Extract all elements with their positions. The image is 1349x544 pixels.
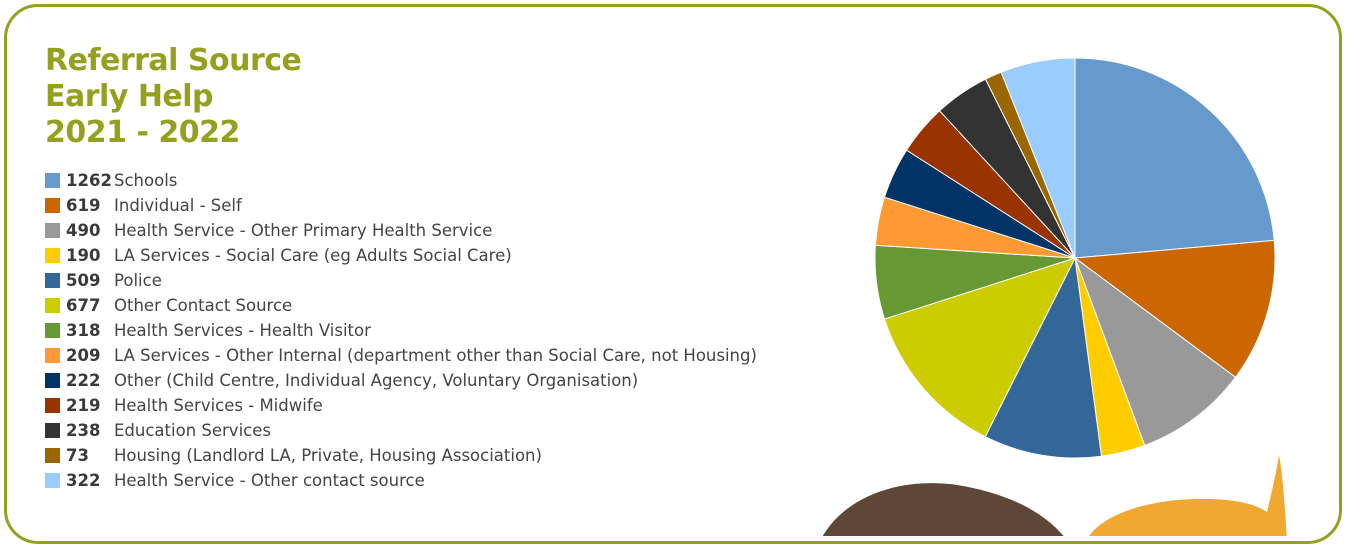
legend-label: Health Service - Other contact source: [114, 471, 425, 490]
legend-swatch: [45, 348, 60, 363]
legend-label: Health Services - Midwife: [114, 396, 323, 415]
legend-item: 318 Health Services - Health Visitor: [45, 318, 757, 343]
pie-slice-2: [1073, 239, 1276, 378]
legend-label: Health Services - Health Visitor: [114, 321, 371, 340]
legend-swatch: [45, 298, 60, 313]
legend-item: 1262 Schools: [45, 168, 757, 193]
legend-swatch: [45, 448, 60, 463]
legend-label: LA Services - Social Care (eg Adults Soc…: [114, 246, 512, 265]
legend-label: Schools: [114, 171, 178, 190]
pie-chart: [874, 57, 1276, 459]
legend-value: 190: [66, 246, 101, 265]
legend-value: 222: [66, 371, 101, 390]
legend-swatch: [45, 473, 60, 488]
legend-item: 322 Health Service - Other contact source: [45, 468, 757, 493]
legend-swatch: [45, 323, 60, 338]
title-line-3: 2021 - 2022: [45, 115, 240, 150]
legend-item: 509 Police: [45, 268, 757, 293]
legend-item: 222 Other (Child Centre, Individual Agenc…: [45, 368, 757, 393]
legend-item: 619 Individual - Self: [45, 193, 757, 218]
legend-swatch: [45, 198, 60, 213]
legend-value: 219: [66, 396, 101, 415]
orange-speech-bubble-icon: [1089, 455, 1287, 536]
legend-value: 619: [66, 196, 101, 215]
legend-item: 677 Other Contact Source: [45, 293, 757, 318]
pie-slice-1: [1074, 57, 1275, 259]
legend: 1262 Schools 619 Individual - Self 490 Health…: [45, 168, 757, 493]
legend-item: 73 Housing (Landlord LA, Private, Housing…: [45, 443, 757, 468]
legend-item: 190 LA Services - Social Care (eg Adults …: [45, 243, 757, 268]
legend-label: Other (Child Centre, Individual Agency, …: [114, 371, 639, 390]
legend-label: Other Contact Source: [114, 296, 293, 315]
legend-value: 1262: [66, 171, 112, 190]
legend-label: Health Service - Other Primary Health Se…: [114, 221, 493, 240]
legend-label: Individual - Self: [114, 196, 242, 215]
legend-label: Police: [114, 271, 162, 290]
brown-blob-icon: [822, 483, 1064, 536]
decor-layer: [822, 455, 1287, 536]
legend-value: 318: [66, 321, 101, 340]
legend-label: Housing (Landlord LA, Private, Housing A…: [114, 446, 542, 465]
title-line-1: Referral Source: [45, 43, 302, 78]
legend-value: 490: [66, 221, 101, 240]
legend-swatch: [45, 398, 60, 413]
legend-value: 238: [66, 421, 101, 440]
legend-label: LA Services - Other Internal (department…: [114, 346, 757, 365]
legend-value: 322: [66, 471, 101, 490]
pie-slice-3: [1073, 256, 1237, 447]
chart-card: Referral Source Early Help 2021 - 2022 1…: [4, 4, 1342, 544]
legend-value: 73: [66, 446, 89, 465]
legend-swatch: [45, 223, 60, 238]
legend-swatch: [45, 373, 60, 388]
legend-value: 209: [66, 346, 101, 365]
legend-item: 209 LA Services - Other Internal (departm…: [45, 343, 757, 368]
legend-item: 219 Health Services - Midwife: [45, 393, 757, 418]
legend-swatch: [45, 423, 60, 438]
legend-value: 509: [66, 271, 101, 290]
title-line-2: Early Help: [45, 79, 214, 114]
legend-item: 490 Health Service - Other Primary Health…: [45, 218, 757, 243]
legend-item: 238 Education Services: [45, 418, 757, 443]
legend-label: Education Services: [114, 421, 271, 440]
pie-slice-5: [984, 256, 1103, 459]
chart-title: Referral Source Early Help 2021 - 2022: [45, 43, 302, 151]
pie-slice-13: [1000, 57, 1076, 259]
legend-swatch: [45, 248, 60, 263]
legend-swatch: [45, 273, 60, 288]
pie-slice-6: [883, 257, 1076, 438]
legend-swatch: [45, 173, 60, 188]
legend-value: 677: [66, 296, 101, 315]
